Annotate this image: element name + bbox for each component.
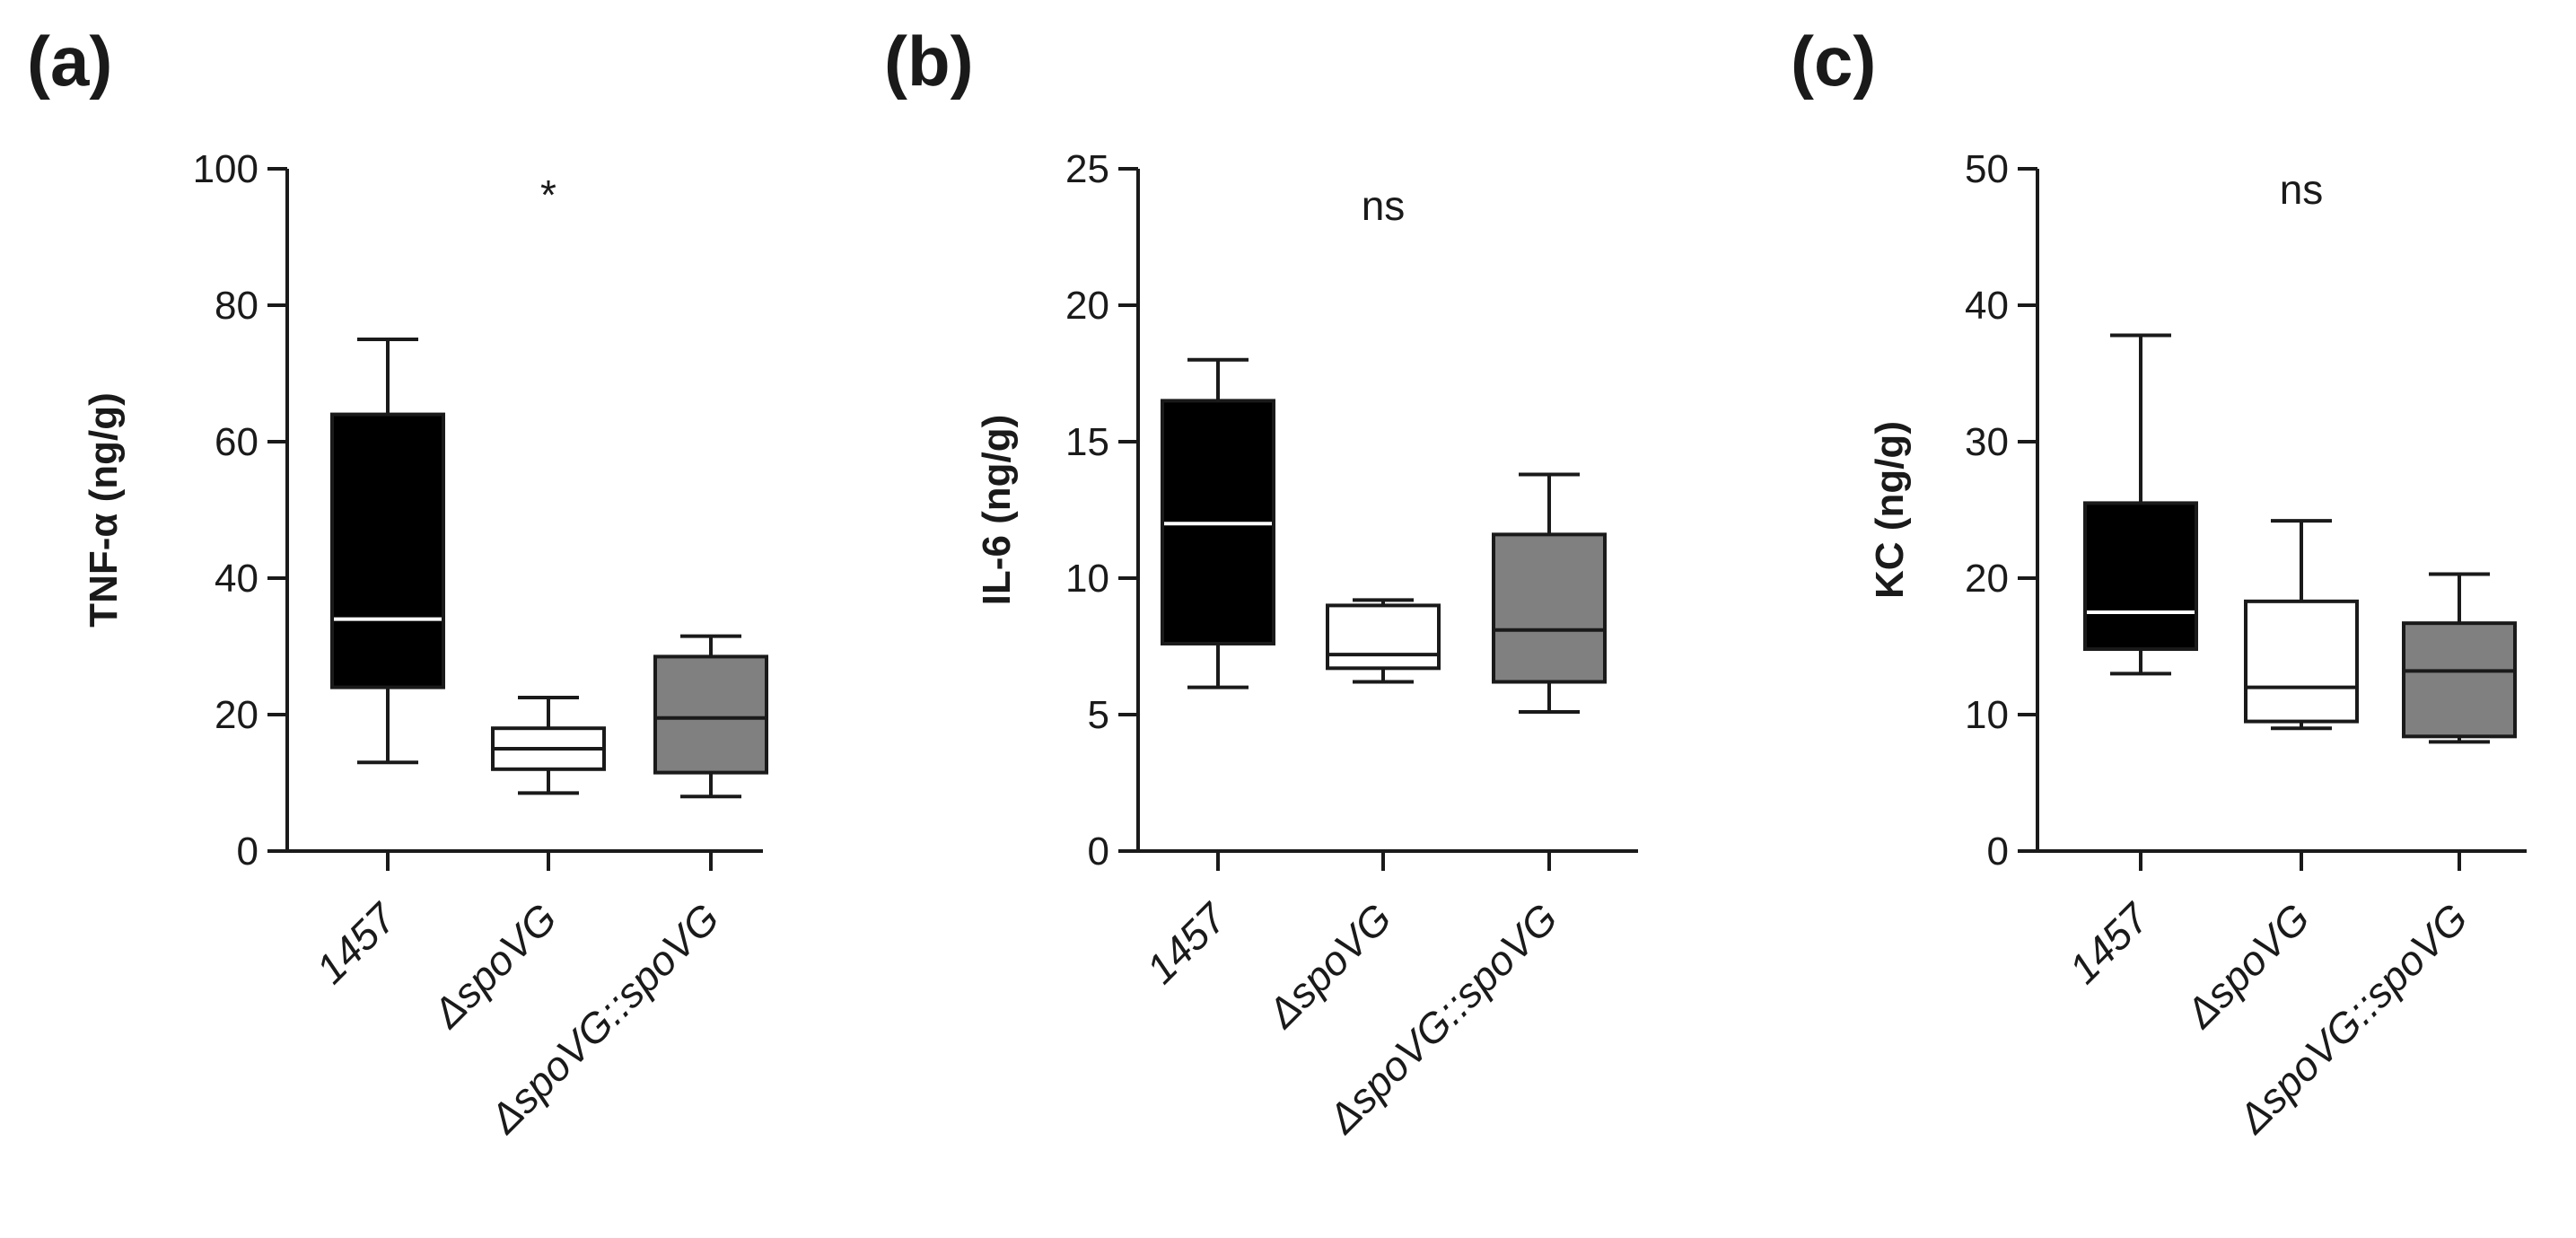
box-2: ΔspoVG: [423, 696, 606, 1037]
panel-2: (b) 0 5 10 15 20 25 IL-6 (ng/g) 1457 ΔspoVGΔspoVG…: [884, 22, 1638, 1143]
significance-label: *: [540, 171, 556, 218]
x-category-label: 1457: [307, 893, 406, 992]
y-tick-label: 60: [215, 420, 258, 464]
iqr-box: [1326, 603, 1441, 671]
y-tick-label: 30: [1965, 420, 2009, 464]
iqr-box: [2083, 501, 2198, 652]
y-tick-label: 15: [1065, 420, 1109, 464]
box-2: ΔspoVG: [1257, 598, 1441, 1037]
x-category-label: ΔspoVG: [1257, 894, 1400, 1037]
iqr-box: [2244, 599, 2359, 724]
y-axis-label: KC (ng/g): [1868, 421, 1912, 599]
x-category-label: ΔspoVG: [2176, 894, 2318, 1037]
y-tick-label: 50: [1965, 147, 2009, 191]
box-3: ΔspoVG::spoVG: [1319, 472, 1607, 1143]
x-category-label: 1457: [2060, 893, 2159, 992]
y-tick-label: 100: [193, 147, 258, 191]
panel-label: (a): [27, 22, 112, 101]
panel-1: (a) 0 20 40 60 80 100 TNF-α (ng/g) 1457 ΔspoVGΔsp…: [27, 22, 768, 1143]
y-tick-label: 10: [1965, 693, 2009, 737]
y-tick-label: 20: [215, 693, 258, 737]
y-tick-label: 5: [1088, 693, 1109, 737]
x-category-label: ΔspoVG: [423, 894, 565, 1037]
y-tick-label: 80: [215, 284, 258, 328]
y-tick-label: 40: [1965, 284, 2009, 328]
panel-label: (c): [1791, 22, 1876, 101]
y-tick-label: 40: [215, 557, 258, 601]
y-tick-label: 25: [1065, 147, 1109, 191]
box-1: 1457: [307, 338, 445, 992]
iqr-box: [1492, 532, 1607, 684]
x-category-label: 1457: [1137, 893, 1236, 992]
box-1: 1457: [1137, 357, 1275, 992]
iqr-box: [653, 654, 768, 775]
y-axis-label: IL-6 (ng/g): [975, 415, 1019, 606]
y-tick-label: 20: [1965, 557, 2009, 601]
y-tick-label: 0: [1987, 830, 2009, 874]
y-axis-label: TNF-α (ng/g): [82, 392, 126, 628]
box-1: 1457: [2060, 333, 2198, 992]
y-tick-label: 0: [237, 830, 258, 874]
box-3: ΔspoVG::spoVG: [480, 634, 768, 1143]
y-tick-label: 20: [1065, 284, 1109, 328]
significance-label: ns: [1362, 182, 1406, 229]
iqr-box: [330, 412, 445, 689]
y-tick-label: 10: [1065, 557, 1109, 601]
iqr-box: [2402, 621, 2517, 739]
significance-label: ns: [2280, 166, 2324, 213]
panel-label: (b): [884, 22, 974, 101]
box-2: ΔspoVG: [2176, 519, 2359, 1037]
y-tick-label: 0: [1088, 830, 1109, 874]
